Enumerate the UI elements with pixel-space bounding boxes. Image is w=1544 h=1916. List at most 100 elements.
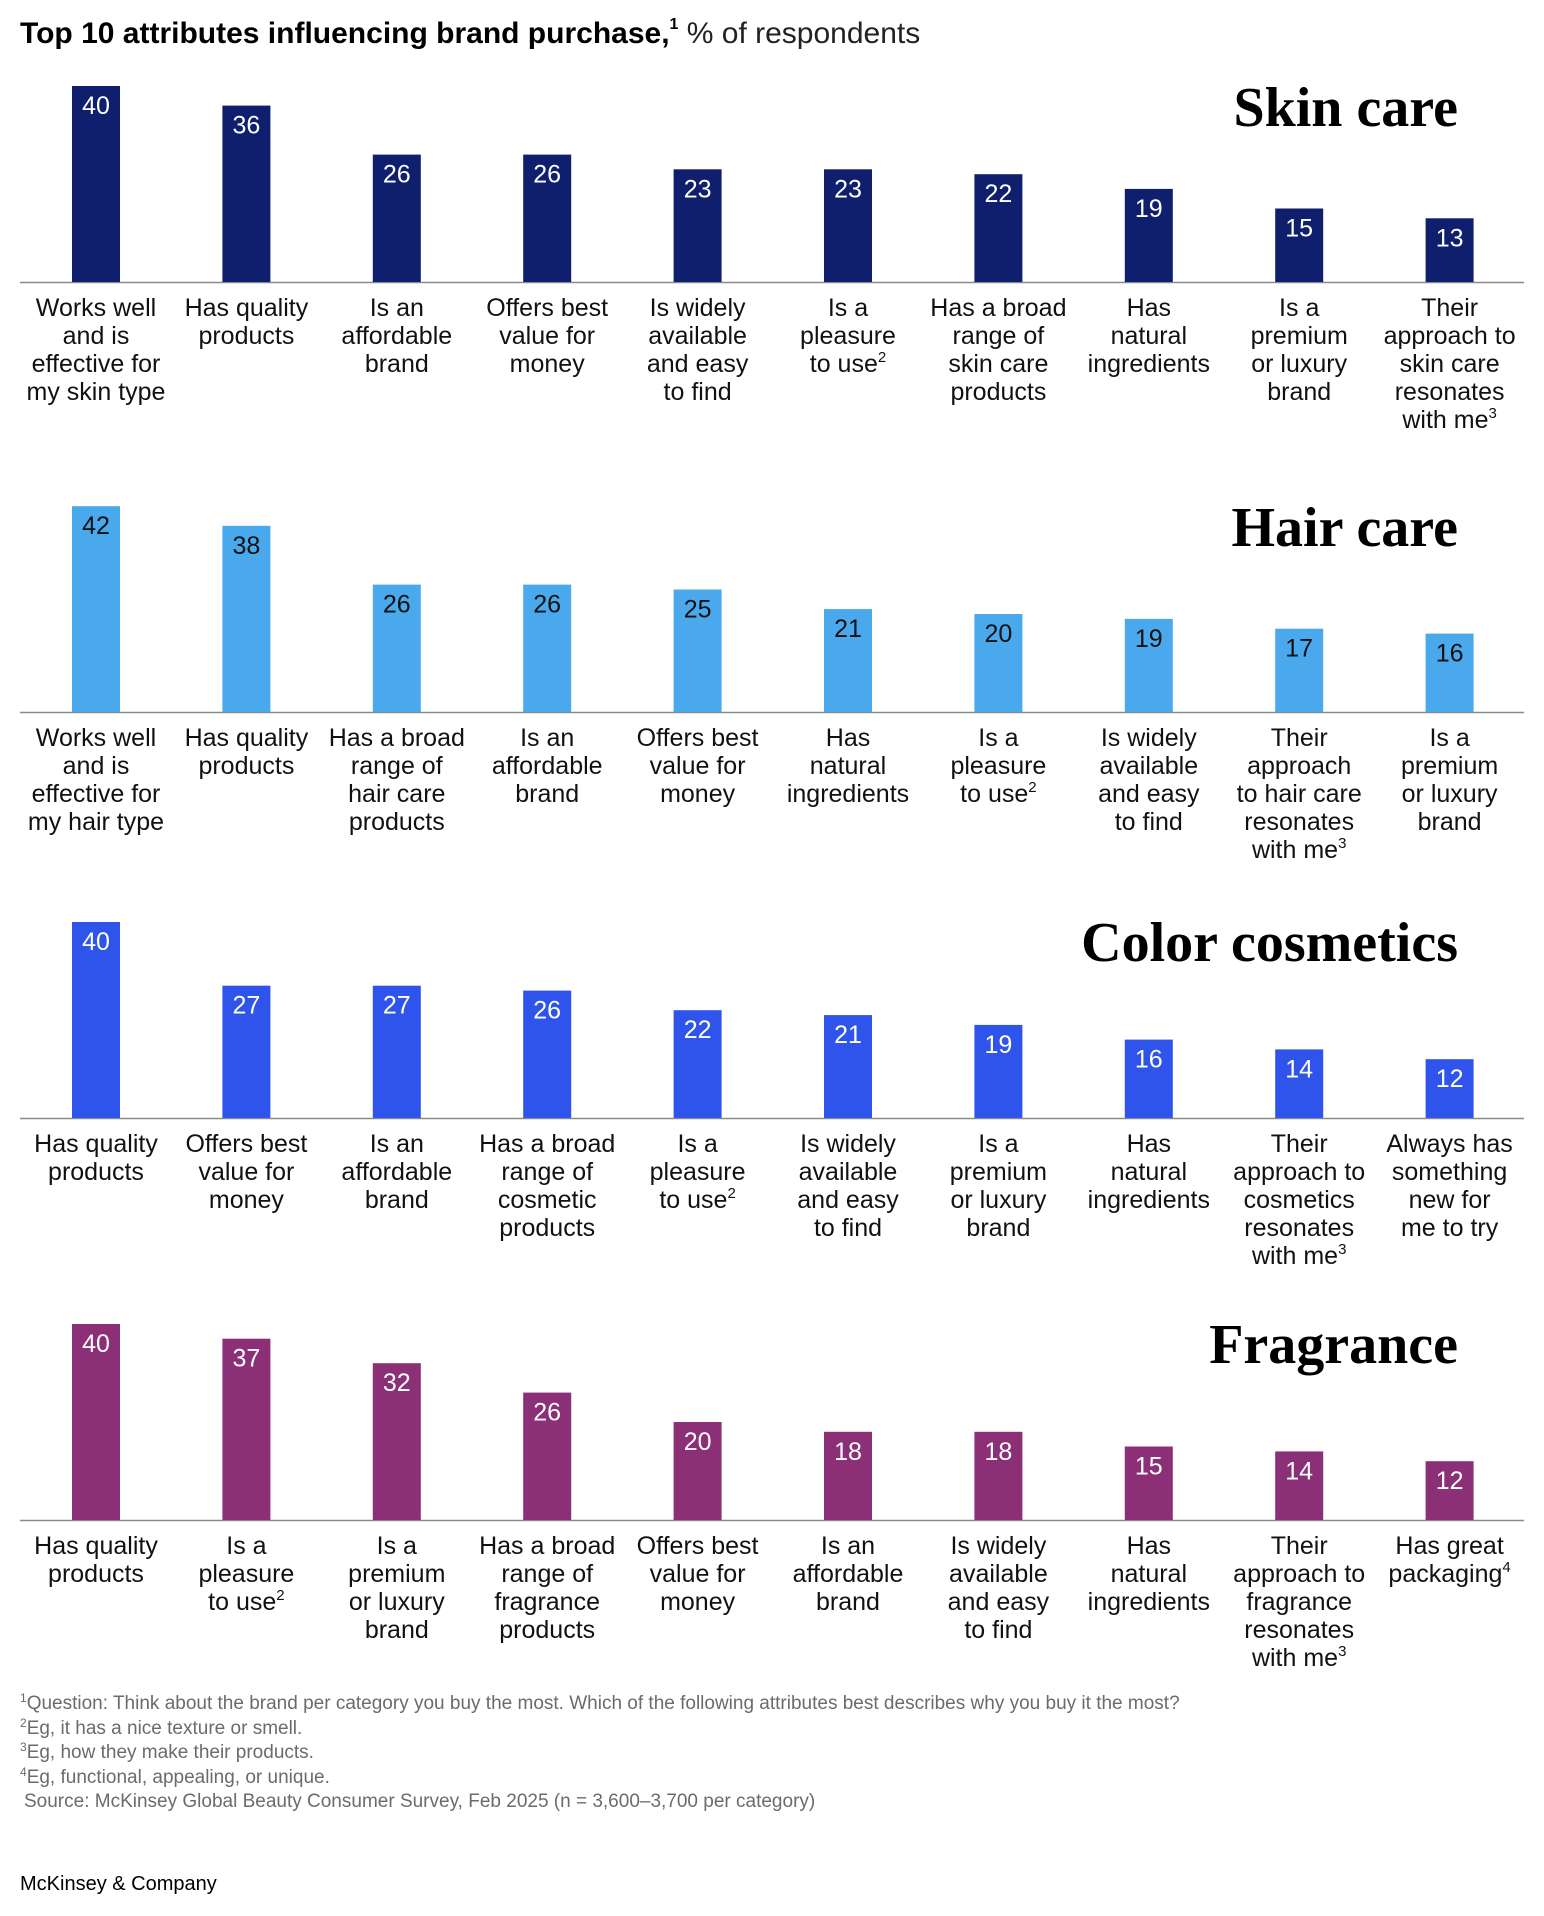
chart-2-bar-1 — [72, 506, 120, 712]
chart-1-category-label-2: Has quality products — [185, 294, 309, 350]
footnote-1-text: Question: Think about the brand per cate… — [26, 1693, 1180, 1714]
footnote-3: 3Eg, how they make their products. — [20, 1741, 1180, 1766]
chart-3-bar-3 — [372, 985, 421, 1118]
chart-3-data-label-4: 26 — [533, 997, 561, 1025]
chart-2-category-label-2: Has quality products — [185, 724, 309, 780]
chart-3-category-label-6: Is widely available and easy to find — [797, 1130, 899, 1242]
chart-1-data-label-1: 40 — [82, 92, 110, 120]
chart-4-bar-1 — [72, 1324, 120, 1520]
chart-3-category-label-9: Their approach to cosmetics resonates with m… — [1233, 1130, 1365, 1270]
brand-logo-text: McKinsey & Company — [20, 1873, 217, 1895]
footnote-1: 1Question: Think about the brand per cat… — [20, 1692, 1180, 1717]
chart-4-data-label-4: 26 — [533, 1399, 561, 1427]
chart-1-data-label-6: 23 — [834, 175, 862, 203]
chart-2-data-label-9: 17 — [1285, 635, 1313, 663]
title-unit: % of respondents — [678, 17, 921, 50]
footnote-2-mark: 2 — [20, 1715, 27, 1730]
chart-4-category-label-6: Is an affordable brand — [793, 1532, 904, 1616]
title-footnote-mark: 1 — [669, 16, 679, 33]
footnote-4-text: Eg, functional, appealing, or unique. — [26, 1766, 330, 1788]
chart-4-category-label-9: Their approach to fragrance resonates with m… — [1233, 1532, 1365, 1672]
chart-3-title: Color cosmetics — [1081, 912, 1458, 974]
chart-2-bar-10 — [1425, 633, 1474, 712]
chart-2-bar-7 — [974, 614, 1023, 712]
chart-2-bar-5 — [673, 589, 722, 712]
chart-1-title: Skin care — [1233, 77, 1458, 139]
footnote-3-mark: 3 — [20, 1740, 27, 1754]
chart-4-bar-7 — [974, 1431, 1023, 1520]
chart-3-bar-1 — [72, 922, 120, 1118]
chart-1-data-label-10: 13 — [1436, 224, 1464, 252]
chart-4-bar-9 — [1275, 1451, 1324, 1520]
chart-4-bar-8 — [1124, 1446, 1173, 1520]
chart-1-category-label-10: Their approach to skin care resonates with m… — [1384, 294, 1516, 434]
footnote-2: 2Eg, it has a nice texture or smell. — [20, 1717, 1180, 1742]
chart-3-bar-9 — [1275, 1049, 1324, 1118]
chart-1-bar-7 — [974, 174, 1023, 282]
chart-1-bar-3 — [372, 154, 421, 282]
chart-1-category-label-7: Has a broad range of skin care products — [930, 294, 1066, 406]
chart-4-category-label-7: Is widely available and easy to find — [948, 1532, 1050, 1644]
chart-1-data-label-5: 23 — [684, 175, 712, 203]
chart-2-category-label-5: Offers best value for money — [637, 724, 759, 808]
bar-charts: Skin care 40 Works well and is effective for… — [20, 77, 1524, 1672]
chart-1-bar-5 — [673, 169, 722, 282]
chart-2-category-label-10: Is a premium or luxury brand — [1401, 724, 1498, 836]
chart-2-data-label-4: 26 — [533, 591, 561, 619]
chart-2-data-label-5: 25 — [684, 596, 712, 624]
chart-3-category-label-7: Is a premium or luxury brand — [950, 1130, 1047, 1242]
chart-3-category-label-1: Has quality products — [34, 1130, 158, 1186]
chart-2-bar-3 — [372, 584, 421, 712]
chart-3-data-label-6: 21 — [834, 1021, 862, 1049]
footnote-3-text: Eg, how they make their products. — [26, 1742, 314, 1763]
chart-4-data-label-5: 20 — [684, 1428, 712, 1456]
chart-3-data-label-3: 27 — [383, 992, 411, 1020]
chart-2-data-label-3: 26 — [383, 591, 411, 619]
chart-3-bar-7 — [974, 1024, 1023, 1118]
footnote-4-mark: 4 — [20, 1764, 27, 1779]
chart-2-category-label-1: Works well and is effective for my hair typ… — [28, 724, 164, 836]
chart-1-bar-9 — [1275, 208, 1324, 282]
chart-2-data-label-1: 42 — [82, 512, 110, 540]
chart-3-bar-4 — [523, 990, 572, 1118]
chart-4-data-label-9: 14 — [1285, 1457, 1313, 1485]
chart-1-category-label-3: Is an affordable brand — [341, 294, 452, 378]
chart-4-data-label-8: 15 — [1135, 1453, 1163, 1481]
chart-4-data-label-10: 12 — [1436, 1467, 1464, 1495]
chart-1-category-label-8: Has natural ingredients — [1088, 294, 1210, 378]
chart-3-category-label-4: Has a broad range of cosmetic products — [479, 1130, 615, 1242]
chart-4-category-label-1: Has quality products — [34, 1532, 158, 1588]
chart-3-bar-8 — [1124, 1039, 1173, 1118]
chart-4-bar-6 — [824, 1431, 872, 1520]
chart-2-bar-4 — [523, 584, 572, 712]
chart-2-data-label-8: 19 — [1135, 625, 1163, 653]
chart-1-category-label-1: Works well and is effective for my skin typ… — [27, 294, 166, 406]
chart-3-bar-2 — [222, 985, 271, 1118]
chart-1-bar-2 — [222, 105, 271, 282]
chart-1-data-label-9: 15 — [1285, 215, 1313, 243]
chart-3-data-label-7: 19 — [984, 1031, 1012, 1059]
chart-4-data-label-1: 40 — [82, 1330, 110, 1358]
chart-2-data-label-7: 20 — [984, 620, 1012, 648]
chart-4-bar-5 — [673, 1422, 722, 1520]
chart-3-category-label-2: Offers best value for money — [185, 1130, 307, 1214]
chart-2-title: Hair care — [1231, 497, 1458, 559]
title-text: Top 10 attributes influencing brand purc… — [20, 17, 670, 50]
chart-4-bar-10 — [1425, 1461, 1474, 1520]
chart-4-category-label-4: Has a broad range of fragrance products — [479, 1532, 615, 1644]
chart-3-category-label-10: Always has something new for me to try — [1386, 1130, 1512, 1242]
chart-title: Top 10 attributes influencing brand purc… — [20, 14, 920, 54]
chart-4-category-label-8: Has natural ingredients — [1088, 1532, 1210, 1616]
source-note: Source: McKinsey Global Beauty Consumer … — [24, 1791, 816, 1812]
chart-4-data-label-7: 18 — [984, 1438, 1012, 1466]
chart-2-category-label-8: Is widely available and easy to find — [1098, 724, 1200, 836]
chart-3-data-label-9: 14 — [1285, 1055, 1313, 1083]
chart-1-data-label-7: 22 — [984, 180, 1012, 208]
chart-1-data-label-8: 19 — [1135, 195, 1163, 223]
chart-3-data-label-5: 22 — [684, 1016, 712, 1044]
chart-2-category-label-4: Is an affordable brand — [492, 724, 603, 808]
chart-2-category-label-9: Their approach to hair care resonates with m… — [1237, 724, 1362, 864]
chart-4-title: Fragrance — [1209, 1314, 1458, 1376]
